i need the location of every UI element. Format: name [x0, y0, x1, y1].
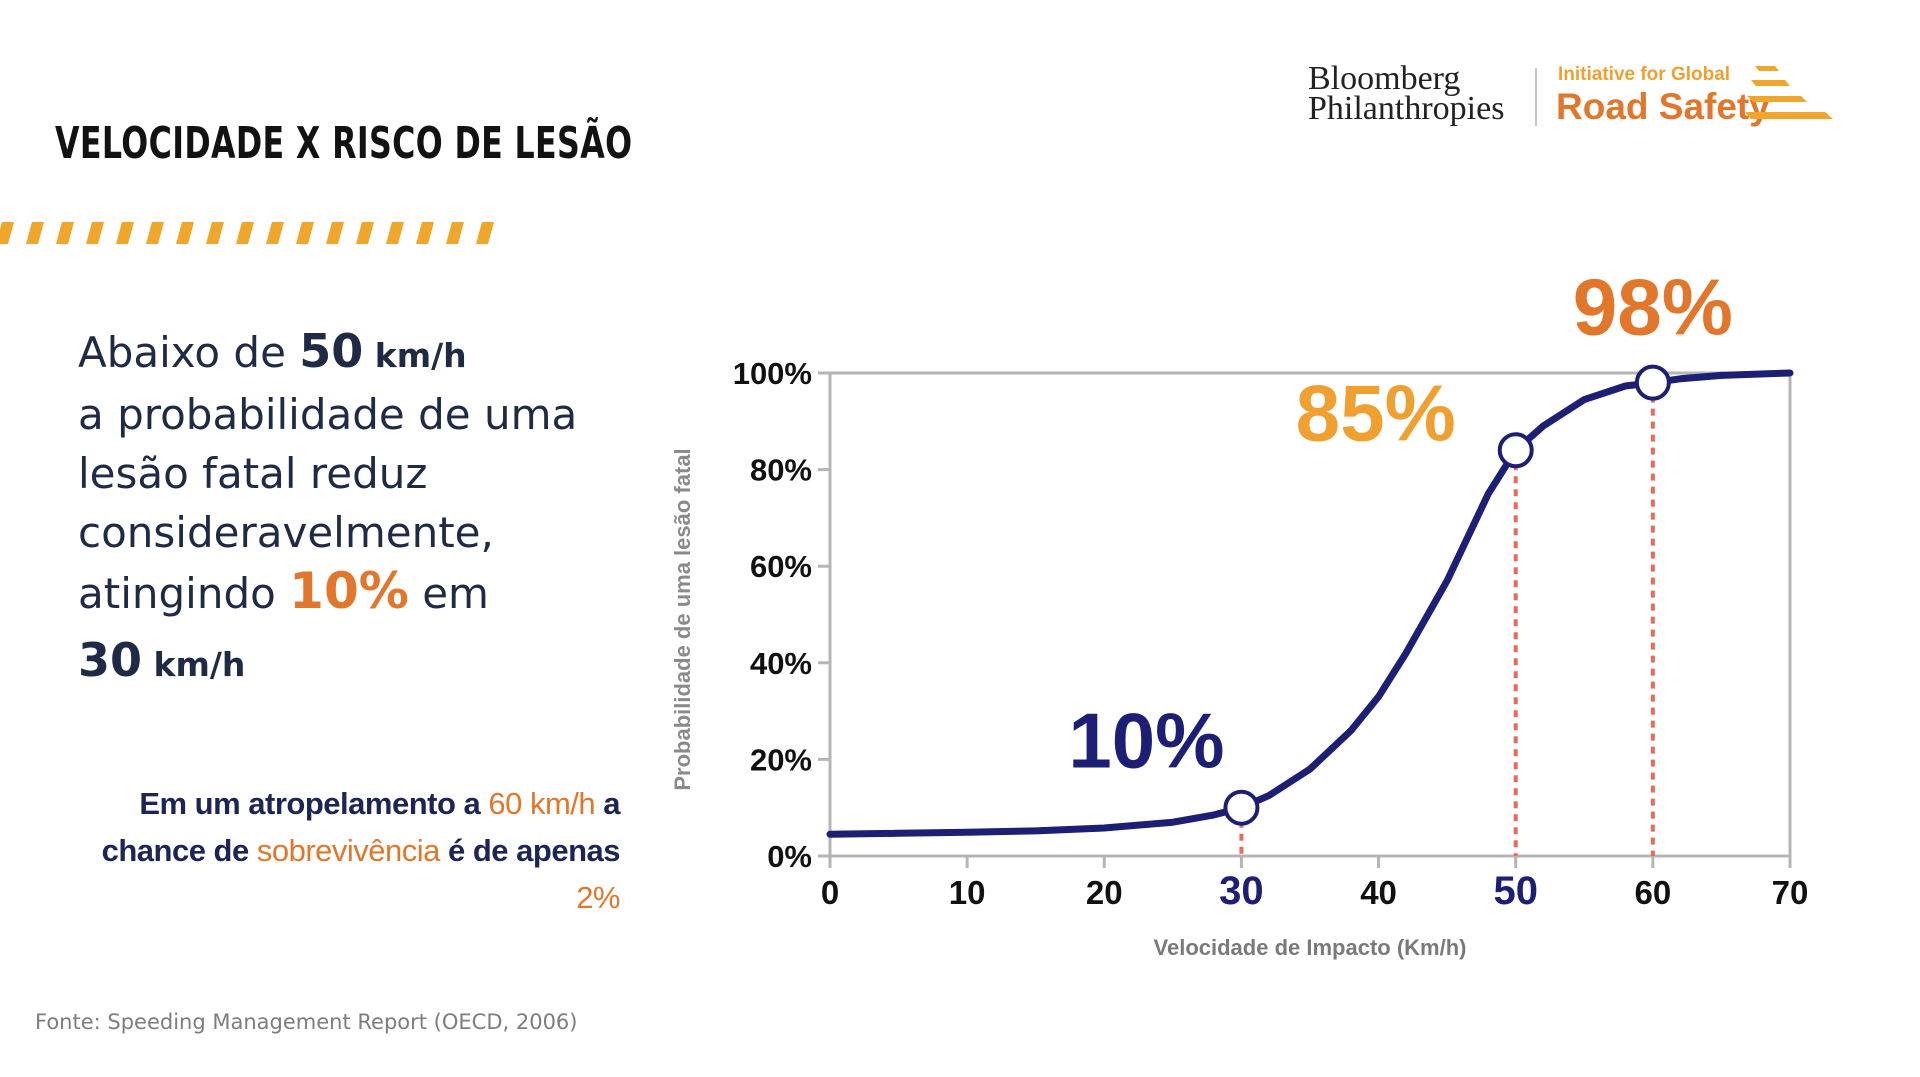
y-tick-label: 0%	[767, 839, 812, 874]
survival-note: Em um atropelamento a 60 km/h a chance d…	[100, 780, 621, 921]
speed-30-line: 30 km/h	[78, 631, 598, 694]
plot-frame	[828, 371, 1792, 858]
x-tick-label: 20	[1086, 874, 1123, 911]
unit-kmh-2: km/h	[142, 645, 246, 684]
y-tick-label: 20%	[750, 742, 812, 777]
road-safety-label: Road Safety	[1556, 86, 1770, 127]
x-tick-label: 50	[1493, 869, 1538, 913]
x-tick-label: 60	[1634, 874, 1671, 911]
x-tick-label: 40	[1360, 874, 1397, 911]
bloomberg-logo-line2: Philanthropies	[1308, 90, 1505, 127]
road-lines-icon	[1745, 66, 1833, 119]
sub-text-percent: 2%	[576, 880, 620, 915]
x-tick-label: 30	[1219, 869, 1264, 913]
sub-text-part2: a chance de	[101, 786, 621, 868]
highlight-label: 10%	[1068, 697, 1224, 785]
main-text-part3: em	[408, 569, 489, 618]
y-tick-label: 60%	[750, 549, 812, 584]
decorative-stripe	[0, 222, 494, 244]
highlight-label: 85%	[1296, 368, 1456, 457]
highlight-marker	[1497, 432, 1534, 469]
main-text-part2: a probabilidade de uma lesão fatal reduz…	[78, 390, 578, 618]
sub-text-speed: 60 km/h	[488, 786, 596, 821]
highlight-marker	[1634, 364, 1671, 401]
x-tick-label: 70	[1772, 874, 1809, 911]
source-note: Fonte: Speeding Management Report (OECD,…	[35, 1010, 578, 1034]
main-text-part1: Abaixo de	[78, 328, 300, 377]
main-statement: Abaixo de 50 km/h a probabilidade de uma…	[78, 322, 598, 694]
unit-kmh-1: km/h	[363, 336, 467, 375]
speed-50: 50	[299, 324, 364, 378]
x-tick-label: 10	[949, 874, 986, 911]
sub-text-part3: é de apenas	[439, 833, 620, 868]
y-axis-label: Probabilidade de uma lesão fatal	[670, 448, 695, 790]
percent-10: 10%	[289, 562, 409, 620]
bloomberg-logo: Bloomberg Philanthropies	[1308, 60, 1505, 127]
bloomberg-logo-line1: Bloomberg	[1308, 60, 1461, 97]
sub-text-survival: sobrevivência	[256, 833, 441, 868]
highlight-marker	[1223, 789, 1260, 826]
sub-text-part1: Em um atropelamento a	[139, 786, 489, 821]
highlight-label: 98%	[1573, 263, 1733, 352]
initiative-label: Initiative for Global	[1558, 64, 1731, 85]
y-tick-label: 100%	[733, 356, 812, 391]
y-tick-label: 80%	[750, 453, 812, 488]
x-tick-label: 0	[821, 874, 839, 911]
y-tick-label: 40%	[750, 646, 812, 681]
logo-divider	[1535, 68, 1537, 126]
slide-title: VELOCIDADE X RISCO DE LESÃO	[55, 118, 633, 169]
x-axis-label: Velocidade de Impacto (Km/h)	[1154, 935, 1467, 960]
speed-30: 30	[78, 633, 143, 687]
fatality-curve	[826, 369, 1794, 838]
